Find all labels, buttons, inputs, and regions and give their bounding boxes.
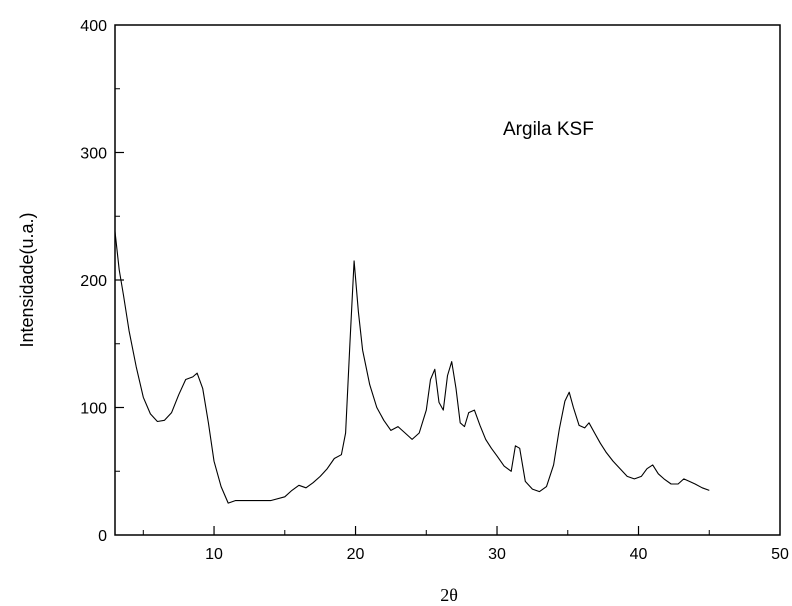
x-tick-label: 30 (488, 546, 506, 563)
series-line-0 (115, 232, 709, 504)
axis-tick-labels: 10 20 30 40 50 0 100 200 300 400 (80, 18, 789, 563)
x-tick-label: 10 (205, 546, 223, 563)
series-group (115, 232, 709, 504)
plot-frame (115, 25, 780, 535)
y-tick-label: 0 (98, 528, 107, 545)
annotation-label: Argila KSF (503, 119, 594, 140)
x-axis-label: 2θ (440, 585, 458, 605)
y-axis-label: Intensidade(u.a.) (17, 212, 37, 347)
x-tick-label: 20 (347, 546, 365, 563)
x-tick-label: 40 (630, 546, 648, 563)
y-tick-label: 100 (80, 401, 107, 418)
y-tick-label: 400 (80, 18, 107, 35)
y-tick-label: 200 (80, 273, 107, 290)
y-tick-label: 300 (80, 146, 107, 163)
x-tick-label: 50 (771, 546, 789, 563)
